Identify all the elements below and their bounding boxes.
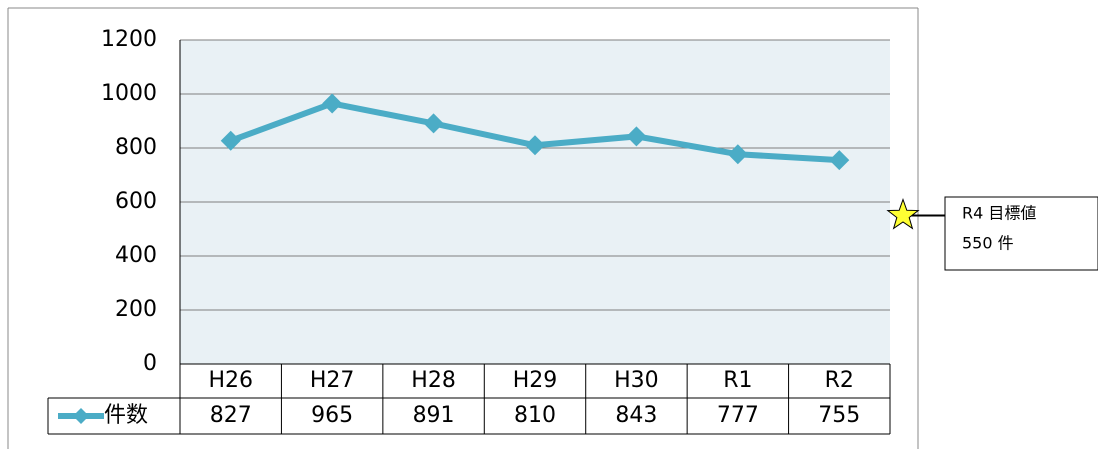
marker xyxy=(626,126,647,147)
table-value: 810 xyxy=(514,403,556,428)
x-tick-label: R1 xyxy=(723,368,752,393)
x-tick-label: H27 xyxy=(310,368,355,393)
table-value: 843 xyxy=(615,403,657,428)
x-tick-label: H28 xyxy=(411,368,456,393)
x-tick-label: H26 xyxy=(208,368,253,393)
target-star xyxy=(886,198,920,230)
table-value: 891 xyxy=(413,403,455,428)
y-tick-label: 0 xyxy=(143,351,157,376)
marker xyxy=(423,113,444,134)
legend-label: 件数 xyxy=(104,403,148,428)
table-value: 777 xyxy=(717,403,759,428)
table-value: 827 xyxy=(210,403,252,428)
annotation-title: R4 目標値 xyxy=(962,204,1036,223)
legend-marker xyxy=(73,408,89,424)
y-tick-label: 1000 xyxy=(101,81,157,106)
annotation-box xyxy=(944,196,1098,271)
x-tick-label: H30 xyxy=(614,368,659,393)
table-value: 965 xyxy=(311,403,353,428)
marker xyxy=(220,130,241,151)
y-tick-label: 400 xyxy=(115,243,157,268)
x-tick-label: R2 xyxy=(825,368,854,393)
marker xyxy=(829,150,850,171)
x-tick-label: H29 xyxy=(513,368,558,393)
marker xyxy=(525,135,545,156)
y-tick-label: 1200 xyxy=(101,27,157,52)
table-value: 755 xyxy=(818,403,860,428)
y-tick-label: 800 xyxy=(115,135,157,160)
marker xyxy=(727,144,748,165)
annotation-value: 550 件 xyxy=(962,234,1014,253)
y-tick-label: 600 xyxy=(115,189,157,214)
y-tick-label: 200 xyxy=(115,297,157,322)
marker xyxy=(322,93,343,114)
